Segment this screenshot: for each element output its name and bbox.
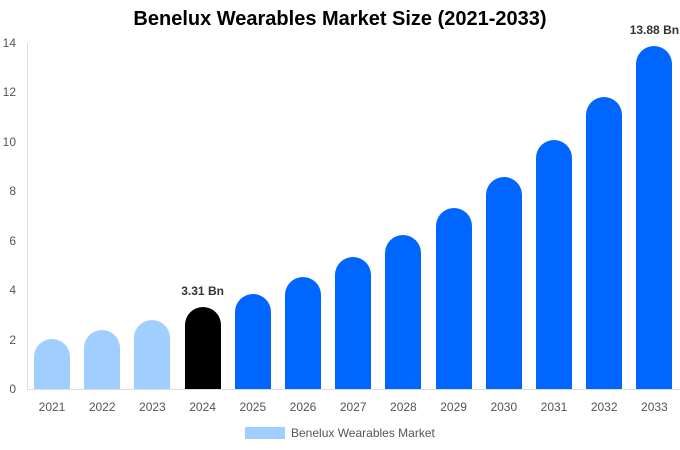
bar-2033[interactable] — [636, 45, 673, 389]
chart-title: Benelux Wearables Market Size (2021-2033… — [133, 8, 547, 30]
bar-2029[interactable] — [435, 207, 472, 389]
legend-label: Benelux Wearables Market — [291, 426, 435, 440]
x-tick-label: 2026 — [289, 400, 317, 414]
bar-2028[interactable] — [385, 235, 422, 389]
bar-2027[interactable] — [335, 257, 372, 389]
bar-2024[interactable] — [184, 307, 221, 389]
legend-swatch — [245, 427, 285, 439]
x-tick-label: 2033 — [641, 400, 668, 414]
x-tick-label: 2023 — [139, 400, 166, 414]
bar-2025[interactable] — [234, 293, 271, 389]
y-tick-label: 8 — [9, 184, 16, 199]
x-tick-label: 2032 — [590, 400, 618, 414]
x-tick-label: 2025 — [239, 400, 267, 414]
x-tick-label: 2027 — [339, 400, 367, 414]
y-tick-label: 14 — [2, 36, 16, 50]
x-tick-label: 2022 — [88, 400, 116, 414]
y-tick-label: 0 — [9, 382, 16, 396]
bar-2023[interactable] — [134, 320, 171, 389]
bar-2031[interactable] — [536, 139, 572, 389]
x-axis-line — [27, 389, 680, 390]
x-tick-label: 2030 — [490, 400, 518, 414]
x-tick-label: 2029 — [440, 400, 467, 414]
x-tick-label: 2031 — [540, 400, 568, 414]
x-tick-label: 2024 — [189, 400, 216, 414]
bar-2030[interactable] — [485, 176, 522, 389]
bar-2021[interactable] — [34, 339, 70, 389]
x-tick-label: 2021 — [38, 400, 66, 414]
bar-2022[interactable] — [84, 329, 121, 389]
bar-2032[interactable] — [586, 96, 623, 389]
data-label: 3.31 Bn — [181, 284, 224, 299]
y-tick-label: 12 — [2, 85, 16, 100]
bar-2026[interactable] — [285, 277, 321, 389]
data-label: 13.88 Bn — [629, 22, 680, 37]
y-tick-label: 2 — [9, 332, 16, 347]
x-tick-label: 2028 — [390, 400, 417, 414]
y-tick-label: 6 — [9, 233, 16, 248]
legend[interactable]: Benelux Wearables Market — [245, 426, 435, 440]
y-axis-line — [27, 43, 28, 389]
y-tick-label: 4 — [9, 283, 16, 298]
y-tick-label: 10 — [2, 134, 16, 149]
